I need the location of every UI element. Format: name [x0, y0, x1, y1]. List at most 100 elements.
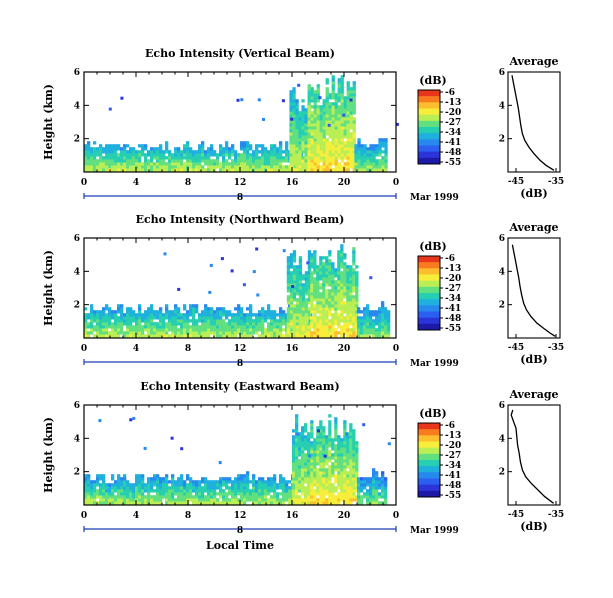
echo-cell — [322, 277, 326, 281]
echo-cell — [234, 319, 238, 323]
echo-cell — [198, 147, 202, 151]
colorbar-segment — [418, 151, 440, 159]
echo-cell — [165, 489, 169, 493]
echo-cell — [286, 277, 291, 281]
echo-cell — [114, 483, 118, 487]
echo-cell — [325, 313, 329, 317]
echo-cell — [292, 102, 296, 106]
echo-cell — [111, 328, 115, 332]
echo-cell — [352, 429, 356, 433]
echo-cell — [98, 419, 102, 423]
echo-cell — [159, 483, 163, 487]
echo-cell — [346, 498, 350, 502]
echo-cell — [99, 492, 103, 496]
echo-cell — [246, 150, 250, 154]
echo-cell — [165, 307, 169, 311]
echo-cell — [132, 316, 136, 320]
echo-cell — [201, 322, 205, 326]
echo-cell — [96, 325, 100, 329]
echo-cell — [352, 480, 356, 484]
echo-cell — [90, 304, 94, 308]
echo-cell — [135, 168, 139, 172]
echo-cell — [340, 480, 344, 484]
echo-cell — [273, 501, 277, 505]
echo-cell — [298, 117, 302, 121]
echo-cell — [301, 331, 306, 335]
echo-cell — [90, 331, 94, 335]
echo-cell — [310, 123, 314, 127]
echo-cell — [129, 165, 133, 169]
echo-cell — [349, 429, 353, 433]
echo-cell — [288, 486, 292, 490]
echo-cell — [372, 319, 376, 323]
echo-cell — [325, 274, 329, 278]
echo-cell — [349, 98, 353, 102]
echo-cell — [304, 147, 308, 151]
echo-cell — [331, 283, 335, 287]
echo-cell — [346, 268, 350, 272]
echo-cell — [261, 150, 265, 154]
echo-cell — [366, 498, 370, 502]
echo-cell — [132, 501, 136, 505]
echo-cell — [349, 268, 353, 272]
echo-cell — [240, 156, 244, 160]
echo-cell — [304, 168, 308, 172]
echo-cell — [99, 156, 103, 160]
echo-cell — [289, 253, 294, 257]
echo-cell — [150, 313, 154, 317]
echo-cell — [295, 153, 299, 157]
echo-cell — [366, 334, 370, 338]
echo-cell — [337, 132, 341, 136]
colorbar-unit: (dB) — [419, 407, 446, 420]
echo-cell — [222, 483, 226, 487]
echo-cell — [219, 153, 223, 157]
echo-cell — [165, 331, 169, 335]
echo-cell — [310, 307, 314, 311]
echo-cell — [337, 465, 341, 469]
echo-cell — [352, 111, 356, 115]
echo-cell — [289, 316, 294, 320]
profile-x-tick-label: -35 — [548, 343, 564, 353]
echo-cell — [334, 93, 338, 97]
echo-cell — [340, 471, 344, 475]
echo-cell — [279, 147, 283, 151]
echo-cell — [331, 144, 335, 148]
echo-cell — [343, 99, 347, 103]
echo-cell — [111, 168, 115, 172]
echo-cell — [343, 495, 347, 499]
echo-cell — [105, 156, 109, 160]
echo-cell — [355, 289, 359, 293]
echo-cell — [195, 307, 199, 311]
echo-cell — [264, 492, 268, 496]
echo-cell — [322, 271, 326, 275]
echo-cell — [304, 477, 308, 481]
echo-cell — [120, 498, 124, 502]
echo-cell — [298, 135, 302, 139]
echo-cell — [369, 156, 373, 160]
echo-cell — [375, 471, 379, 475]
echo-cell — [355, 277, 359, 281]
echo-cell — [298, 280, 303, 284]
echo-cell — [328, 468, 332, 472]
echo-cell — [355, 474, 359, 478]
echo-cell — [316, 432, 320, 436]
echo-cell — [316, 483, 320, 487]
echo-cell — [213, 313, 217, 317]
echo-cell — [222, 147, 226, 151]
echo-cell — [340, 301, 344, 305]
echo-cell — [310, 453, 314, 457]
echo-cell — [120, 331, 124, 335]
echo-cell — [192, 480, 196, 484]
echo-cell — [111, 498, 115, 502]
echo-cell — [304, 310, 309, 314]
echo-cell — [319, 150, 323, 154]
echo-cell — [307, 150, 311, 154]
echo-cell — [237, 310, 241, 314]
echo-cell — [289, 319, 294, 323]
echo-cell — [360, 165, 364, 169]
echo-cell — [334, 417, 338, 421]
echo-cell — [334, 432, 338, 436]
echo-cell — [285, 150, 289, 154]
echo-cell — [346, 286, 350, 290]
echo-cell — [237, 307, 241, 311]
